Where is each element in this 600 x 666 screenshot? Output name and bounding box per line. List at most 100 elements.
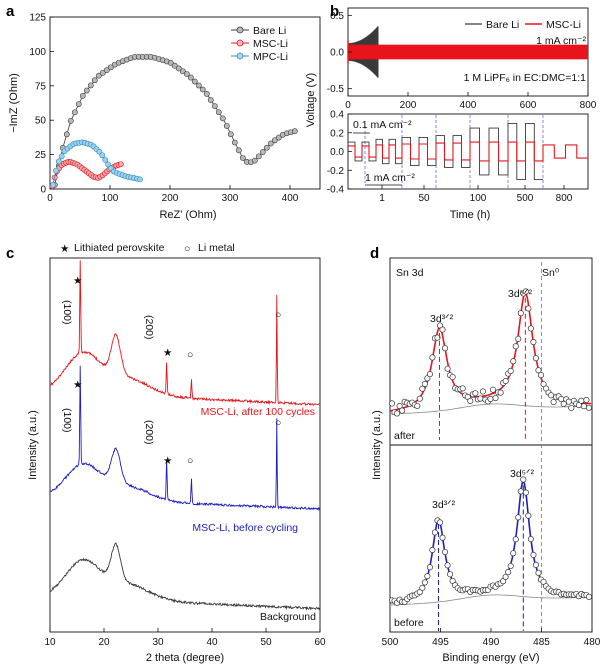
panel-b-electrolyte-label: 1 M LiPF₆ in EC:DMC=1:1 bbox=[464, 72, 587, 84]
data-point bbox=[55, 158, 62, 165]
before-peak-52-label: 3d⁵ᐟ² bbox=[510, 468, 534, 480]
data-point bbox=[203, 91, 210, 97]
legend-bare-marker bbox=[236, 26, 244, 34]
data-point bbox=[578, 397, 585, 404]
data-point bbox=[497, 389, 504, 396]
data-point bbox=[429, 546, 436, 554]
circle-before-li1: ○ bbox=[187, 455, 193, 467]
y-tick-label: 0.0 bbox=[330, 48, 344, 59]
y-tick-label: 0.2 bbox=[330, 128, 344, 139]
data-point bbox=[472, 390, 479, 397]
data-point bbox=[421, 380, 428, 387]
data-point bbox=[507, 562, 514, 570]
fit-curve bbox=[389, 291, 591, 412]
panel-d-before-label: before bbox=[394, 617, 424, 629]
data-point bbox=[105, 161, 111, 168]
data-point bbox=[447, 571, 454, 578]
data-point bbox=[439, 534, 446, 541]
x-tick-label: 800 bbox=[580, 100, 597, 111]
data-point bbox=[444, 562, 451, 569]
data-point bbox=[520, 476, 527, 483]
panel-b-top-data bbox=[347, 26, 588, 78]
panel-a-ylabel: −ImZ (Ohm) bbox=[8, 73, 20, 133]
block-before bbox=[388, 476, 593, 631]
legend-circle-symbol: ○ bbox=[184, 243, 190, 255]
data-point bbox=[560, 400, 567, 407]
legend-b-bare-label: Bare Li bbox=[486, 19, 519, 31]
msc-li-cycles bbox=[348, 141, 588, 162]
data-point bbox=[585, 404, 593, 411]
data-point bbox=[53, 167, 59, 174]
data-point bbox=[399, 407, 406, 414]
data-point bbox=[424, 573, 431, 580]
data-point bbox=[436, 519, 444, 526]
data-point bbox=[251, 157, 258, 164]
data-point bbox=[75, 101, 82, 108]
data-point bbox=[530, 551, 537, 558]
data-point bbox=[429, 354, 436, 361]
panel-d-after-label: after bbox=[394, 430, 416, 442]
star-before-100: ★ bbox=[73, 379, 82, 391]
after-peak-32-label: 3d³ᐟ² bbox=[430, 313, 454, 325]
data-point bbox=[87, 82, 94, 89]
data-point bbox=[227, 131, 234, 138]
data-point bbox=[58, 153, 65, 160]
panel-b-legend: Bare Li MSC-Li bbox=[465, 19, 581, 31]
peak-100-before-label: (100) bbox=[61, 408, 73, 433]
x-tick-label: 50 bbox=[418, 193, 430, 204]
y-tick-label: 0 bbox=[40, 185, 46, 196]
data-point bbox=[510, 550, 517, 557]
data-point bbox=[525, 512, 532, 519]
panel-c-annotations: (100) (100) (200) (200) ★ ★ ★ ★ ○ ○ ○ ○ … bbox=[61, 275, 316, 623]
panel-d-xlabel: Binding energy (eV) bbox=[442, 652, 539, 664]
x-tick-label: 500 bbox=[382, 637, 399, 648]
trace-background bbox=[49, 542, 320, 611]
legend-mpc-label: MPC-Li bbox=[253, 51, 288, 63]
data-point bbox=[441, 345, 449, 352]
x-tick-label: 10 bbox=[44, 637, 56, 648]
data-point bbox=[492, 394, 499, 402]
data-point bbox=[137, 176, 143, 183]
data-point bbox=[426, 564, 433, 571]
data-point bbox=[223, 123, 230, 129]
data-point bbox=[259, 149, 266, 155]
data-point bbox=[459, 385, 466, 392]
peak-200-before-label: (200) bbox=[143, 420, 155, 445]
data-point bbox=[505, 569, 512, 576]
data-point bbox=[532, 561, 539, 568]
data-point bbox=[79, 92, 86, 99]
panel-a-ticks: 0 100 200 300 400 0 25 50 75 100 125 bbox=[29, 13, 298, 205]
data-point bbox=[441, 548, 449, 556]
data-point bbox=[507, 367, 514, 375]
data-point bbox=[416, 395, 423, 402]
data-point bbox=[235, 147, 242, 154]
x-tick-label: 100 bbox=[470, 193, 487, 204]
panel-b-current-label: 1 mA cm⁻² bbox=[536, 35, 586, 47]
data-point bbox=[477, 395, 484, 402]
panel-c-frame bbox=[49, 257, 321, 633]
x-tick-label: 800 bbox=[556, 193, 573, 204]
data-point bbox=[107, 64, 114, 71]
circle-after-li2: ○ bbox=[275, 309, 281, 321]
data-point bbox=[525, 305, 532, 312]
legend-b-msc-label: MSC-Li bbox=[546, 19, 581, 31]
circle-after-li1: ○ bbox=[187, 349, 193, 361]
data-point bbox=[489, 386, 497, 393]
data-point bbox=[388, 400, 396, 407]
after-peak-52-label: 3d⁵ᐟ² bbox=[508, 288, 532, 300]
panel-b: b 0 200 400 600 800 -0.5 0.0 0.5 Bare Li MSC-Li… bbox=[305, 3, 597, 221]
data-point bbox=[487, 395, 494, 402]
panel-b-bottom-data bbox=[348, 115, 588, 188]
data-point bbox=[548, 392, 555, 399]
data-point bbox=[67, 117, 74, 124]
data-point bbox=[550, 398, 557, 406]
x-tick-label: 1 bbox=[379, 193, 385, 204]
data-point bbox=[99, 69, 106, 76]
x-tick-label: 500 bbox=[517, 193, 534, 204]
panel-d-sn0-label: Sn⁰ bbox=[542, 267, 559, 279]
y-tick-label: 0.0 bbox=[330, 147, 344, 158]
series-before-label: MSC-Li, before cycling bbox=[192, 522, 298, 534]
panel-c-data bbox=[49, 260, 320, 611]
panel-d-ylabel: Intensity (a.u.) bbox=[371, 410, 383, 480]
